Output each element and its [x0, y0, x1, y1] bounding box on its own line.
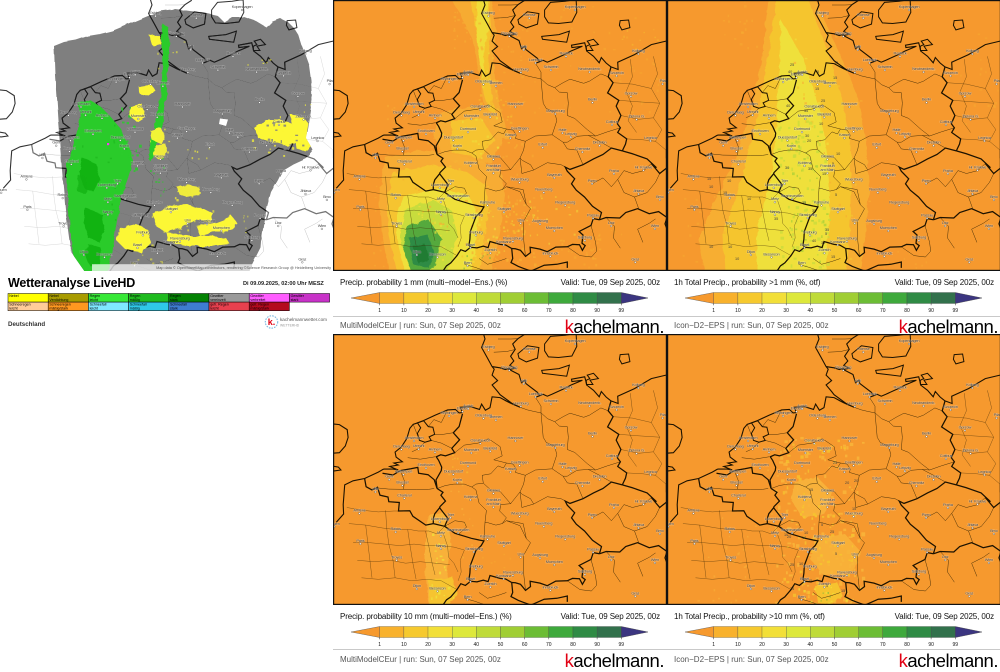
svg-text:20: 20: [807, 139, 811, 143]
svg-text:20: 20: [854, 479, 858, 483]
svg-text:k.: k.: [268, 317, 276, 327]
svg-text:5: 5: [835, 552, 837, 556]
svg-text:stark: stark: [170, 307, 178, 311]
svg-text:10: 10: [836, 152, 840, 156]
svg-text:25: 25: [830, 530, 834, 534]
svg-text:10: 10: [728, 245, 732, 249]
svg-text:mäßig: mäßig: [130, 307, 140, 311]
svg-text:leicht: leicht: [9, 307, 17, 311]
svg-text:15: 15: [822, 172, 826, 176]
svg-text:20: 20: [845, 481, 849, 485]
svg-text:verbreitet: verbreitet: [250, 298, 265, 302]
svg-text:25: 25: [790, 563, 794, 567]
svg-text:Map data © OpenStreetMap contr: Map data © OpenStreetMap contributors, r…: [156, 266, 331, 270]
svg-text:stark: stark: [291, 298, 299, 302]
svg-text:mäßig: mäßig: [130, 298, 140, 302]
svg-text:mäßig/stark: mäßig/stark: [250, 307, 269, 311]
svg-text:kachelmannwetter.com: kachelmannwetter.com: [280, 317, 327, 322]
svg-text:10: 10: [735, 257, 739, 261]
svg-text:15: 15: [809, 488, 813, 492]
svg-text:25: 25: [821, 99, 825, 103]
svg-text:5: 5: [835, 193, 837, 197]
svg-text:leicht: leicht: [210, 307, 218, 311]
svg-text:WETTERHD: WETTERHD: [280, 324, 300, 328]
svg-text:5: 5: [821, 523, 823, 527]
svg-text:35: 35: [808, 167, 812, 171]
svg-text:10: 10: [709, 245, 713, 249]
svg-text:15: 15: [831, 255, 835, 259]
svg-text:20: 20: [787, 535, 791, 539]
svg-text:35: 35: [774, 217, 778, 221]
svg-text:30: 30: [785, 166, 789, 170]
svg-text:10: 10: [709, 185, 713, 189]
svg-text:leicht: leicht: [90, 307, 98, 311]
svg-text:30: 30: [805, 134, 809, 138]
svg-text:5: 5: [825, 232, 827, 236]
svg-text:25: 25: [790, 63, 794, 67]
svg-text:leicht: leicht: [90, 298, 98, 302]
svg-text:10: 10: [819, 122, 823, 126]
svg-text:Verdichtung: Verdichtung: [49, 298, 68, 302]
svg-text:mäßig/stark: mäßig/stark: [49, 307, 68, 311]
svg-text:stark: stark: [170, 298, 178, 302]
svg-text:vereinzelt: vereinzelt: [210, 298, 225, 302]
svg-text:Nebel: Nebel: [9, 294, 19, 298]
svg-text:15: 15: [841, 589, 845, 593]
svg-text:10: 10: [727, 179, 731, 183]
svg-text:40: 40: [812, 239, 816, 243]
svg-text:40: 40: [786, 104, 790, 108]
svg-text:10: 10: [747, 197, 751, 201]
svg-text:15: 15: [815, 87, 819, 91]
svg-text:10: 10: [804, 531, 808, 535]
